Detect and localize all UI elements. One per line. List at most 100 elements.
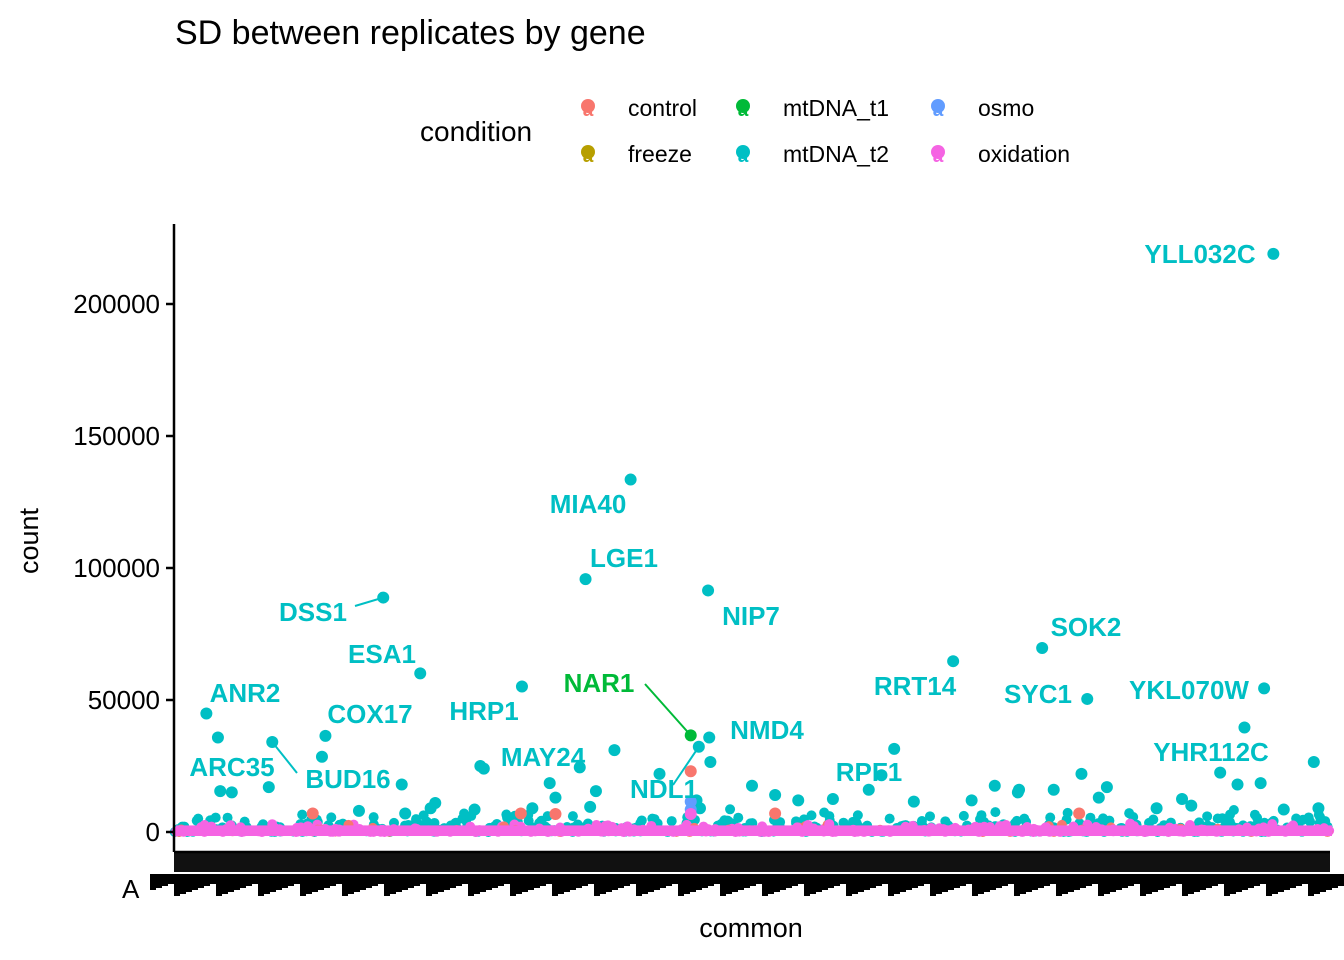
- x-tick-label-overlap: [654, 874, 660, 890]
- x-tick-label-overlap: [486, 874, 492, 890]
- dense-point-mtDNA_t2: [1202, 811, 1213, 822]
- x-tick-label-overlap: [1170, 874, 1176, 886]
- dense-band-oxidation: [1284, 825, 1288, 836]
- dense-band-oxidation: [1280, 825, 1284, 836]
- dense-band-oxidation: [524, 825, 528, 836]
- x-tick-label-overlap: [786, 874, 792, 888]
- point-label-RRT14: RRT14: [874, 671, 957, 701]
- dense-band-oxidation: [544, 825, 548, 836]
- dense-band-oxidation: [648, 825, 652, 836]
- dense-band-oxidation: [236, 825, 240, 836]
- dense-band-oxidation: [1156, 825, 1160, 836]
- point-mtDNA_t2: [1047, 783, 1060, 796]
- dense-band-oxidation: [568, 825, 572, 836]
- x-tick-label-overlap: [666, 874, 672, 886]
- legend-key-freeze: [581, 145, 595, 159]
- point-control: [684, 765, 697, 778]
- dense-band-oxidation: [464, 825, 468, 836]
- x-tick-label-overlap: [1140, 874, 1146, 896]
- dense-band-oxidation: [1192, 825, 1196, 836]
- x-tick-label-overlap: [708, 874, 714, 886]
- dense-band-oxidation: [948, 825, 952, 836]
- dense-band-oxidation: [696, 825, 700, 836]
- dense-band-oxidation: [1124, 825, 1128, 836]
- x-tick-label-overlap: [294, 874, 300, 884]
- legend-item-control: a control: [581, 95, 697, 121]
- dense-band-oxidation: [1320, 825, 1324, 836]
- x-tick-label-overlap: [1236, 874, 1242, 892]
- x-tick-label-overlap: [270, 874, 276, 892]
- x-tick-label-overlap: [582, 874, 588, 886]
- x-tick-label-overlap: [762, 874, 768, 896]
- dense-band-oxidation: [628, 825, 632, 836]
- point-mtDNA_t2: [225, 786, 238, 799]
- dense-band-oxidation: [644, 825, 648, 836]
- x-tick-label-overlap: [372, 874, 378, 886]
- dense-band-oxidation: [1088, 825, 1092, 836]
- dense-band-oxidation: [528, 825, 532, 836]
- x-tick-label-overlap: [1308, 874, 1314, 896]
- dense-band-oxidation: [892, 825, 896, 836]
- x-tick-label-overlap: [990, 874, 996, 890]
- dense-point-mtDNA_t2: [725, 804, 736, 815]
- dense-band-oxidation: [1024, 825, 1028, 836]
- x-tick-label-overlap: [186, 874, 192, 892]
- dense-band-oxidation: [1052, 825, 1056, 836]
- x-tick-label-overlap: [858, 874, 864, 892]
- x-tick-label-overlap: [546, 874, 552, 884]
- x-tick-label-overlap: [966, 874, 972, 884]
- dense-band-oxidation: [308, 825, 312, 836]
- dense-band-oxidation: [1216, 825, 1220, 836]
- dense-band-oxidation: [960, 825, 964, 836]
- dense-band-oxidation: [772, 825, 776, 836]
- x-tick-label-overlap: [702, 874, 708, 888]
- x-tick-label-overlap: [888, 874, 894, 896]
- x-tick-label-overlap: [576, 874, 582, 888]
- dense-band-oxidation: [1180, 825, 1184, 836]
- x-tick-label-overlap: [558, 874, 564, 894]
- point-label-ESA1: ESA1: [348, 639, 416, 669]
- dense-band-oxidation: [1260, 825, 1264, 836]
- x-tick-label-overlap: [1098, 874, 1104, 896]
- dense-band-oxidation: [712, 825, 716, 836]
- point-mtDNA_t2: [584, 800, 597, 813]
- x-tick-label-overlap: [870, 874, 876, 888]
- dense-band-oxidation: [972, 825, 976, 836]
- dense-band-oxidation: [800, 825, 804, 836]
- dense-point-mtDNA_t2: [924, 811, 935, 822]
- x-tick-label-overlap: [984, 874, 990, 892]
- x-tick-label-overlap: [432, 874, 438, 894]
- dense-band-oxidation: [1256, 825, 1260, 836]
- x-tick-label-overlap: [1314, 874, 1320, 894]
- point-mtDNA_t2: [907, 795, 920, 808]
- dense-band-oxidation: [676, 825, 680, 836]
- legend-label-freeze: freeze: [628, 141, 692, 167]
- dense-band-oxidation: [620, 825, 624, 836]
- point-RPF1: [888, 742, 901, 755]
- x-tick-label-overlap: [804, 874, 810, 896]
- dense-band-oxidation: [208, 825, 212, 836]
- point-control: [769, 807, 782, 820]
- point-ESA1: [414, 667, 427, 680]
- dense-band-oxidation: [1152, 825, 1156, 836]
- point-control: [549, 808, 562, 821]
- point-label-COX17: COX17: [327, 699, 412, 729]
- x-tick-label-overlap: [1152, 874, 1158, 892]
- legend-item-mtDNA_t2: a mtDNA_t2: [736, 141, 889, 167]
- point-mtDNA_t2: [589, 785, 602, 798]
- x-tick-label-overlap: [876, 874, 882, 886]
- x-tick-label-band: [174, 852, 1330, 872]
- dense-point-mtDNA_t2: [884, 813, 895, 824]
- dense-band-oxidation: [912, 825, 916, 836]
- dense-band-oxidation: [296, 825, 300, 836]
- x-tick-label-overlap: [570, 874, 576, 890]
- x-tick-label-overlap: [438, 874, 444, 892]
- dense-band-oxidation: [1224, 825, 1228, 836]
- dense-band-oxidation: [520, 825, 524, 836]
- legend-key-mtDNA_t2: [736, 145, 750, 159]
- x-tick-label-overlap: [390, 874, 396, 894]
- x-tick-label-overlap: [462, 874, 468, 884]
- dense-band-oxidation: [396, 825, 400, 836]
- dense-band-oxidation: [192, 825, 196, 836]
